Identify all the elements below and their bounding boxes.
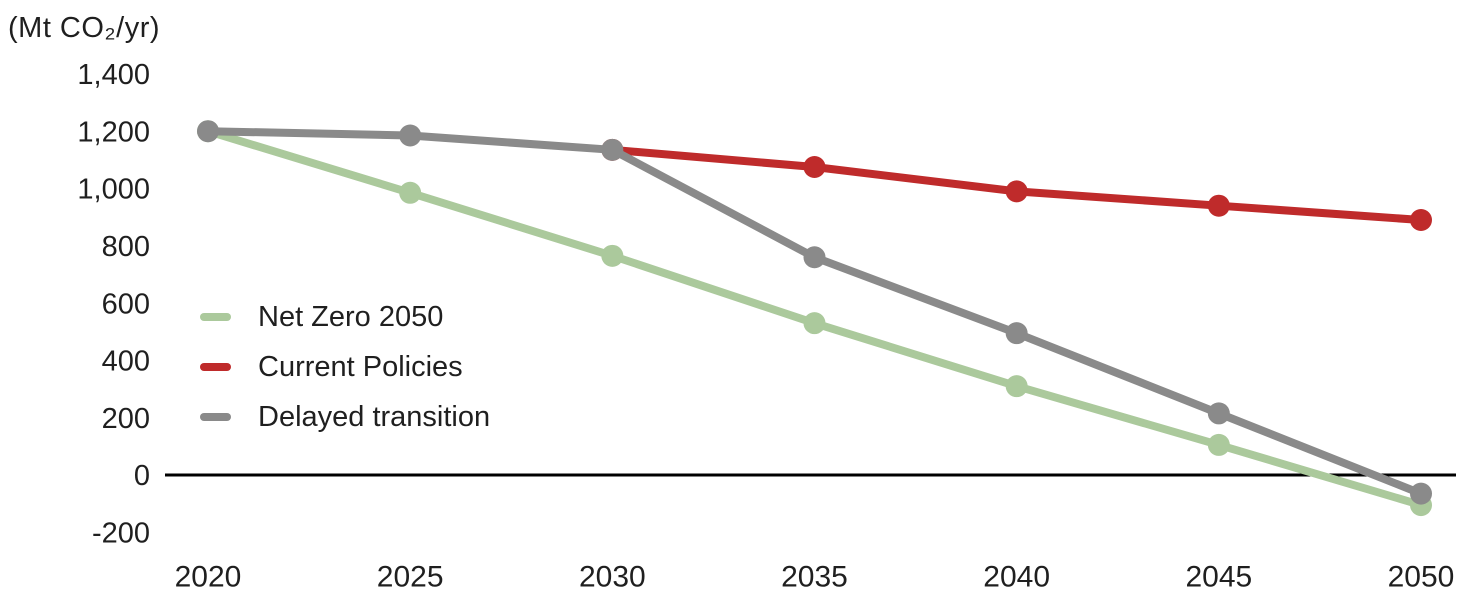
x-tick-label: 2045 (1185, 561, 1252, 594)
data-point-net-zero-2050 (399, 181, 422, 204)
chart-legend: Net Zero 2050 Current Policies Delayed t… (200, 300, 491, 452)
data-point-delayed-transition (399, 124, 422, 147)
y-tick-label: 1,200 (77, 116, 150, 148)
y-tick-label: 0 (134, 460, 150, 492)
legend-label-current-policies: Current Policies (258, 350, 463, 383)
data-point-current-policies (1005, 180, 1028, 203)
data-point-net-zero-2050 (803, 312, 826, 335)
data-point-current-policies (1410, 209, 1432, 232)
y-tick-label: 400 (102, 346, 150, 378)
data-point-delayed-transition (197, 120, 219, 143)
legend-swatch-current-policies (200, 363, 231, 371)
y-tick-label: 1,000 (77, 174, 150, 206)
x-tick-label: 2020 (175, 561, 242, 594)
data-point-current-policies (1207, 194, 1230, 217)
legend-item-net-zero-2050: Net Zero 2050 (200, 300, 490, 333)
y-tick-label: 600 (102, 288, 150, 320)
y-tick-label: 200 (102, 403, 150, 435)
y-tick-label: -200 (92, 517, 150, 549)
x-tick-label: 2035 (781, 561, 848, 594)
y-axis-unit-label: (Mt CO₂/yr) (8, 12, 161, 44)
x-tick-label: 2040 (983, 561, 1050, 594)
data-point-net-zero-2050 (1207, 433, 1230, 456)
x-tick-label: 2030 (579, 561, 646, 594)
data-point-current-policies (803, 156, 826, 179)
data-point-delayed-transition (1207, 402, 1230, 425)
y-tick-label: 800 (102, 231, 150, 263)
legend-item-current-policies: Current Policies (200, 350, 490, 383)
legend-item-delayed-transition: Delayed transition (200, 400, 491, 433)
legend-label-net-zero-2050: Net Zero 2050 (258, 300, 444, 333)
data-point-net-zero-2050 (1005, 375, 1028, 398)
legend-swatch-net-zero-2050 (200, 313, 231, 321)
legend-swatch-delayed-transition (200, 413, 231, 421)
x-tick-label: 2025 (377, 561, 444, 594)
data-point-delayed-transition (803, 246, 826, 269)
data-point-delayed-transition (601, 138, 624, 161)
legend-label-delayed-transition: Delayed transition (258, 400, 491, 433)
data-point-delayed-transition (1410, 482, 1432, 505)
data-point-net-zero-2050 (601, 244, 624, 267)
x-tick-label: 2050 (1388, 561, 1455, 594)
data-point-delayed-transition (1005, 322, 1028, 345)
y-tick-label: 1,400 (77, 59, 150, 91)
